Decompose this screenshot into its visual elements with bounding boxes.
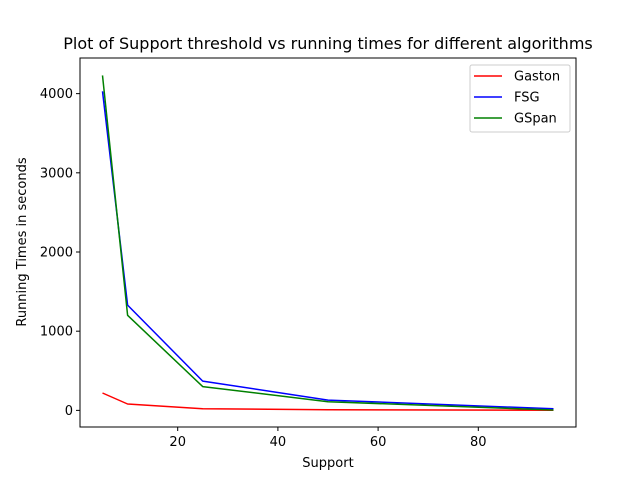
axis-ticks: 20 40 60 80 0 1000 2000 3000 4000 <box>40 87 487 450</box>
x-tick-label: 80 <box>470 435 487 450</box>
legend-label-gspan: GSpan <box>514 112 557 127</box>
y-tick-label: 0 <box>65 404 73 419</box>
series-line-gaston <box>102 392 554 411</box>
y-tick-label: 1000 <box>40 325 73 340</box>
axes-frame <box>79 57 577 428</box>
x-axis-label: Support <box>302 456 353 471</box>
plot-area <box>101 75 554 411</box>
y-tick-label: 2000 <box>40 246 73 261</box>
legend-box <box>469 64 571 133</box>
y-tick-label: 4000 <box>40 87 73 102</box>
x-tick-label: 40 <box>270 435 287 450</box>
legend-label-gaston: Gaston <box>514 70 560 85</box>
legend: Gaston FSG GSpan <box>469 64 571 133</box>
series-line-gspan <box>101 75 554 411</box>
legend-label-fsg: FSG <box>514 91 540 106</box>
x-tick-label: 20 <box>169 435 186 450</box>
y-axis-label: Running Times in seconds <box>15 157 30 326</box>
chart-title: Plot of Support threshold vs running tim… <box>63 34 593 53</box>
y-tick-label: 3000 <box>40 166 73 181</box>
x-tick-label: 60 <box>370 435 387 450</box>
